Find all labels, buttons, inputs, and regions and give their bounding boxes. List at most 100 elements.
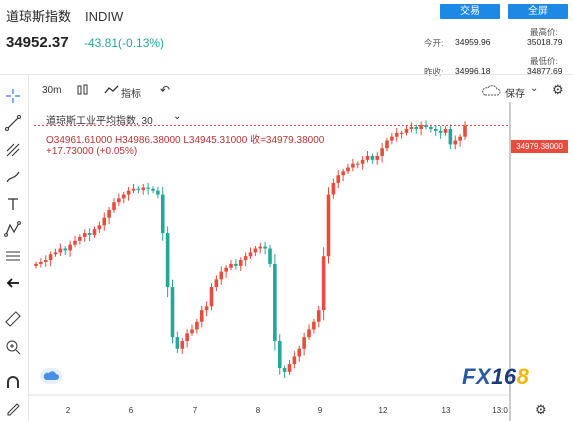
candle-body	[34, 263, 38, 266]
candle-body	[78, 236, 82, 241]
instrument-title: 道琼斯指数 INDIW	[6, 6, 123, 25]
x-tick-label: 7	[193, 406, 198, 415]
candle-body	[253, 248, 258, 253]
candle-body	[48, 254, 53, 261]
candle-body	[273, 263, 277, 342]
text-tool-icon[interactable]	[4, 195, 22, 213]
candle-body	[404, 128, 409, 133]
candle-body	[63, 248, 68, 251]
candle-body	[248, 252, 253, 257]
crosshair-icon[interactable]	[4, 87, 22, 105]
watermark-logo: FX168	[462, 364, 530, 389]
candle-body	[209, 287, 214, 307]
x-tick-label: 2	[66, 406, 71, 415]
candle-body	[141, 187, 146, 190]
candle-body	[234, 263, 238, 266]
candle-body	[302, 337, 306, 349]
candle-body	[297, 348, 302, 357]
candle-body	[107, 209, 111, 218]
candle-body	[414, 127, 419, 129]
interval-button[interactable]: 30m	[42, 85, 62, 96]
lock-edit-icon[interactable]	[4, 399, 22, 417]
candle-body	[224, 267, 228, 272]
last-price-label: 34979.38000	[511, 140, 568, 153]
candle-body	[58, 248, 63, 253]
candle-body	[458, 136, 462, 141]
x-tick-label: 6	[129, 406, 134, 415]
candle-body	[238, 260, 243, 266]
candle-body	[229, 263, 233, 268]
candle-body	[136, 188, 141, 190]
chart-settings-icon[interactable]: ⚙	[535, 402, 547, 417]
brush-icon[interactable]	[4, 168, 22, 186]
candle-body	[204, 306, 209, 311]
candle-body	[307, 329, 311, 338]
candle-body	[146, 187, 150, 189]
candle-body	[160, 194, 165, 234]
legend-ohlc: O34961.61000 H34986.38000 L34945.31000 收…	[46, 135, 325, 146]
indicator-icon	[104, 85, 119, 94]
candle-body	[219, 271, 224, 280]
candle-body	[102, 217, 107, 226]
cloud-icon[interactable]	[481, 84, 501, 97]
header-divider	[0, 74, 573, 75]
indicators-button[interactable]: 指标	[121, 89, 141, 100]
save-button[interactable]: 保存	[505, 89, 525, 100]
candle-body	[409, 127, 414, 129]
undo-icon[interactable]: ↶	[160, 83, 171, 97]
candle-type-icon[interactable]	[76, 84, 90, 96]
candle-body	[448, 128, 453, 145]
ruler-icon[interactable]	[4, 310, 22, 328]
pattern-icon[interactable]	[4, 220, 22, 238]
candle-body	[82, 233, 87, 237]
x-tick-label: 13:0	[492, 406, 508, 415]
open-value: 34959.96	[455, 37, 491, 47]
save-dropdown-icon[interactable]: ⌄	[530, 83, 539, 94]
candle-body	[453, 140, 458, 145]
candle-body	[243, 256, 248, 261]
instrument-code: INDIW	[85, 9, 124, 24]
candle-body	[39, 261, 43, 264]
back-arrow-icon[interactable]	[4, 274, 22, 292]
candle-body	[199, 310, 204, 322]
candle-body	[175, 337, 180, 349]
cloud-sync-icon[interactable]	[40, 368, 62, 384]
pitchfork-icon[interactable]	[4, 141, 22, 159]
x-tick-label: 8	[256, 406, 261, 415]
candle-body	[341, 171, 345, 176]
fullscreen-button[interactable]: 全屏	[508, 4, 568, 19]
candle-body	[399, 132, 404, 134]
legend-collapse-icon[interactable]: ⌄	[173, 111, 182, 122]
legend-delta: +17.73000 (+0.05%)	[46, 146, 138, 157]
candle-body	[156, 190, 160, 195]
magnet-icon[interactable]	[4, 374, 22, 392]
candle-body	[277, 341, 282, 369]
candle-body	[87, 233, 92, 236]
candle-body	[258, 246, 263, 249]
x-tick-label: 12	[379, 406, 388, 415]
drawing-toolbar	[0, 75, 29, 421]
prev-label: 昨收:	[424, 67, 444, 77]
zoom-in-icon[interactable]	[4, 338, 22, 356]
candle-body	[443, 128, 448, 133]
current-price: 34952.37	[6, 34, 69, 51]
candle-body	[195, 321, 199, 330]
trade-button[interactable]: 交易	[440, 4, 500, 19]
candle-body	[263, 246, 267, 249]
high-label: 最高价:	[530, 27, 558, 37]
candle-body	[316, 310, 321, 322]
low-value: 34877.69	[527, 66, 563, 76]
candle-body	[53, 252, 58, 255]
candle-body	[336, 175, 341, 183]
candle-body	[92, 229, 97, 236]
measure-icon[interactable]	[4, 247, 22, 265]
gear-icon[interactable]: ⚙	[552, 82, 564, 97]
candle-body	[424, 125, 428, 128]
x-tick-label: 13	[442, 406, 451, 415]
candle-body	[351, 163, 355, 168]
trendline-icon[interactable]	[4, 114, 22, 132]
candle-body	[165, 233, 170, 288]
candle-body	[180, 341, 185, 349]
candle-body	[326, 194, 331, 257]
